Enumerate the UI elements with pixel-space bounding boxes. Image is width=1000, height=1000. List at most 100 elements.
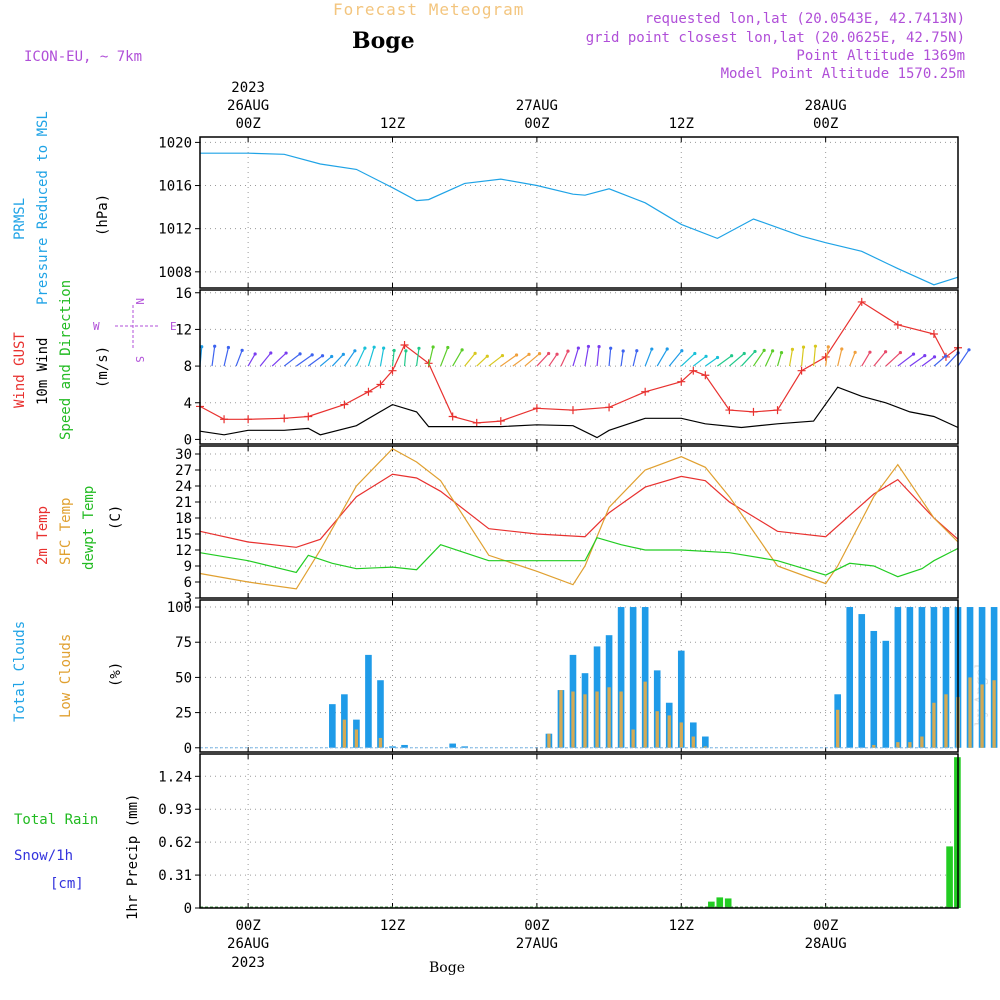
wind-frame [199, 289, 959, 445]
prmsl-line [200, 152, 959, 286]
grid-point-coords: grid point closest lon,lat (20.0625E, 42… [586, 30, 965, 46]
pressure-ytick-label: 1008 [158, 265, 192, 281]
pressure-msl-label: Pressure Reduced to MSL [35, 111, 51, 305]
wind-direction-arrow [464, 352, 476, 367]
wind-arrow-head [665, 347, 669, 351]
clouds-ytick-label: 75 [175, 635, 192, 651]
total-cloud-bar [329, 704, 336, 748]
gust-marker [725, 406, 734, 415]
top-hour-label: 12Z [669, 116, 694, 132]
wind-arrow-head [372, 345, 376, 349]
panels: 1008101210161020048121636912151821242730… [158, 135, 998, 917]
wind-direction-arrow [223, 347, 229, 367]
wind-side-labels: Wind GUST 10m Wind Speed and Direction (… [12, 280, 177, 440]
wind-arrow-head [944, 354, 948, 358]
temperature-frame [199, 445, 959, 599]
cloud-side-labels: Total Clouds Low Clouds (%) [12, 621, 124, 722]
wind-arrow-head [715, 355, 720, 360]
wind-arrow-head [813, 344, 818, 348]
low-clouds-label: Low Clouds [58, 634, 74, 718]
top-date-label: 28AUG [805, 98, 847, 114]
low-cloud-bar [703, 746, 707, 748]
wind-arrow-head [840, 347, 844, 351]
wind-direction-arrow [837, 348, 843, 367]
low-cloud-bar [896, 742, 900, 748]
total-cloud-bar [990, 607, 998, 748]
wind-arrow-head [320, 354, 325, 358]
cloud-unit-label: (%) [108, 662, 124, 687]
gust-marker [821, 352, 830, 361]
gust-marker [340, 400, 349, 409]
clouds-ytick-label: 50 [175, 670, 192, 686]
snow-unit-label: [cm] [50, 876, 84, 892]
dewpt-temp-line [199, 536, 959, 578]
wind-direction-arrow [957, 349, 970, 367]
low-cloud-bar [836, 709, 840, 748]
low-cloud-bar [932, 702, 936, 748]
wind-direction-arrow [729, 353, 745, 367]
compass-south: S [133, 356, 146, 363]
wind-direction-arrow [235, 350, 243, 367]
bottom-date-label: 28AUG [805, 936, 847, 952]
wind-ytick-label: 16 [175, 286, 192, 302]
low-cloud-bar [944, 694, 948, 748]
bottom-hour-label: 00Z [524, 918, 549, 934]
gust-marker [400, 341, 409, 349]
wind-direction-arrow [584, 346, 590, 367]
low-cloud-bar [992, 680, 996, 748]
wind-arrow-head [621, 349, 625, 353]
wind-direction-arrow [825, 346, 829, 367]
precip-frame [199, 753, 959, 909]
wind-direction-arrow [391, 350, 395, 367]
compass-west: W [93, 320, 100, 333]
pressure-ytick-label: 1016 [158, 179, 192, 195]
wind-arrow-head [779, 351, 784, 355]
wind-direction-arrow [295, 354, 313, 367]
wind-arrow-head [576, 346, 580, 350]
gust-marker [244, 415, 253, 424]
gust-marker [532, 404, 541, 413]
wind-arrow-head [537, 352, 542, 356]
total-cloud-bar [461, 746, 469, 748]
wind-arrow-head [932, 355, 937, 359]
wind-arrow-head [730, 354, 734, 358]
point-altitude: Point Altitude 1369m [796, 48, 965, 64]
gust-marker [220, 415, 229, 424]
wind-direction-arrow [668, 350, 683, 367]
wind-arrow-head [898, 350, 903, 355]
temperature-ytick-label: 3 [184, 591, 192, 607]
total-cloud-bar [617, 607, 625, 748]
wind-direction-arrow [596, 346, 600, 367]
wind-direction-arrow [572, 347, 579, 367]
wind-arrow-head [353, 349, 357, 353]
wind-direction-arrow [909, 355, 926, 367]
total-cloud-bar [365, 654, 372, 748]
10m-wind-line [199, 386, 959, 439]
low-cloud-bar [571, 691, 575, 748]
wind-direction-arrow [885, 352, 901, 367]
total-cloud-bar [858, 614, 866, 748]
low-cloud-bar [342, 719, 347, 748]
wind-arrow-head [417, 346, 421, 350]
wind-direction-arrow [945, 352, 959, 367]
low-cloud-bar [559, 690, 563, 748]
meteogram-title: Forecast Meteogram [333, 0, 524, 19]
wind-arrow-head [473, 351, 477, 355]
gust-marker [605, 403, 614, 412]
wind-arrow-head [597, 344, 601, 349]
wind-ytick-label: 8 [184, 359, 192, 375]
top-date-label: 27AUG [516, 98, 558, 114]
dewpt-label: dewpt Temp [81, 486, 97, 570]
wind-arrow-head [868, 350, 872, 354]
wind-direction-arrow [415, 348, 420, 367]
wind-direction-arrow [764, 350, 774, 367]
wind-direction-arrow [644, 348, 653, 367]
low-cloud-bar [691, 736, 695, 748]
gust-marker [857, 297, 866, 306]
wind-direction-arrow [608, 348, 612, 367]
precip-ytick-label: 0.93 [158, 802, 192, 818]
wind-arrow-head [284, 351, 288, 355]
wind-direction-arrow [319, 356, 333, 367]
wind-arrow-head [547, 351, 551, 356]
